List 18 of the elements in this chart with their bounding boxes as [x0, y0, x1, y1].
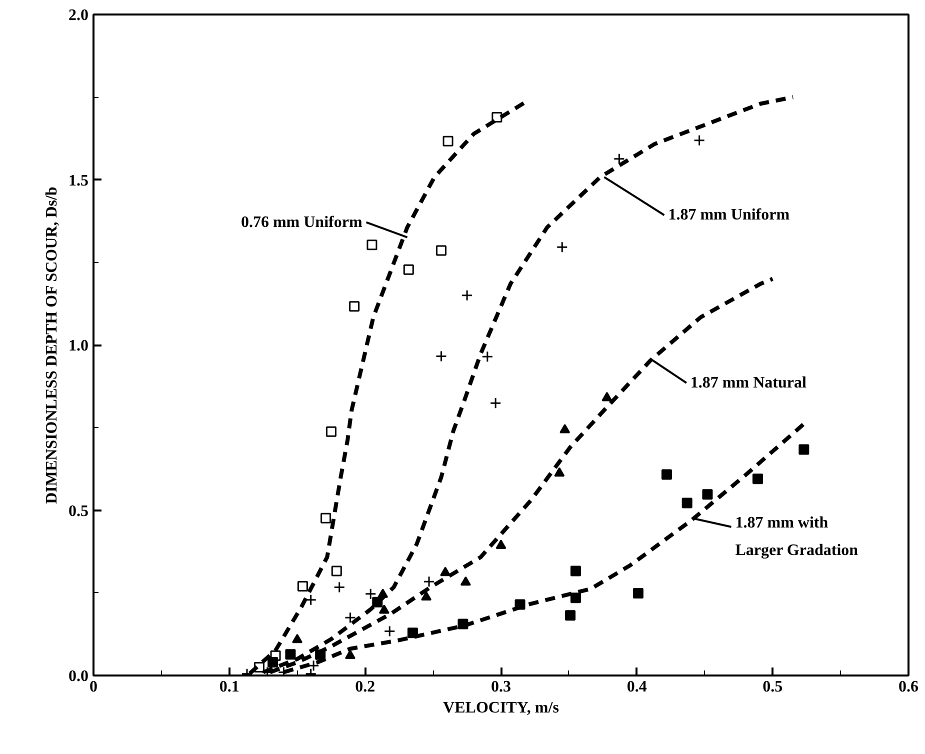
x-axis-title: VELOCITY, m/s: [443, 700, 559, 716]
x-tick-label: 0.2: [355, 678, 376, 696]
x-tick-label: 0.5: [762, 678, 783, 696]
y-tick-label: 0.0: [68, 668, 88, 685]
annotation: 1.87 mm Natural: [690, 374, 807, 392]
y-tick-label: 0.5: [68, 502, 88, 520]
x-tick-label: 0.4: [626, 678, 647, 696]
x-tick-label: 0: [90, 678, 98, 696]
x-tick-label: 0.1: [219, 678, 240, 696]
annotation: 1.87 mm Uniform: [668, 206, 790, 224]
x-tick-label: 0.6: [898, 678, 918, 696]
y-tick-label: 2.0: [68, 7, 88, 24]
annotation: 0.76 mm Uniform: [240, 214, 363, 231]
y-axis-title: DIMENSIONLESS DEPTH OF SCOUR, Ds/b: [44, 186, 60, 504]
y-tick-label: 1.0: [68, 338, 88, 354]
annotation: 1.87 mm with Larger Gradation: [735, 514, 858, 559]
y-tick-label: 1.5: [68, 172, 88, 190]
x-tick-label: 0.3: [491, 678, 511, 696]
